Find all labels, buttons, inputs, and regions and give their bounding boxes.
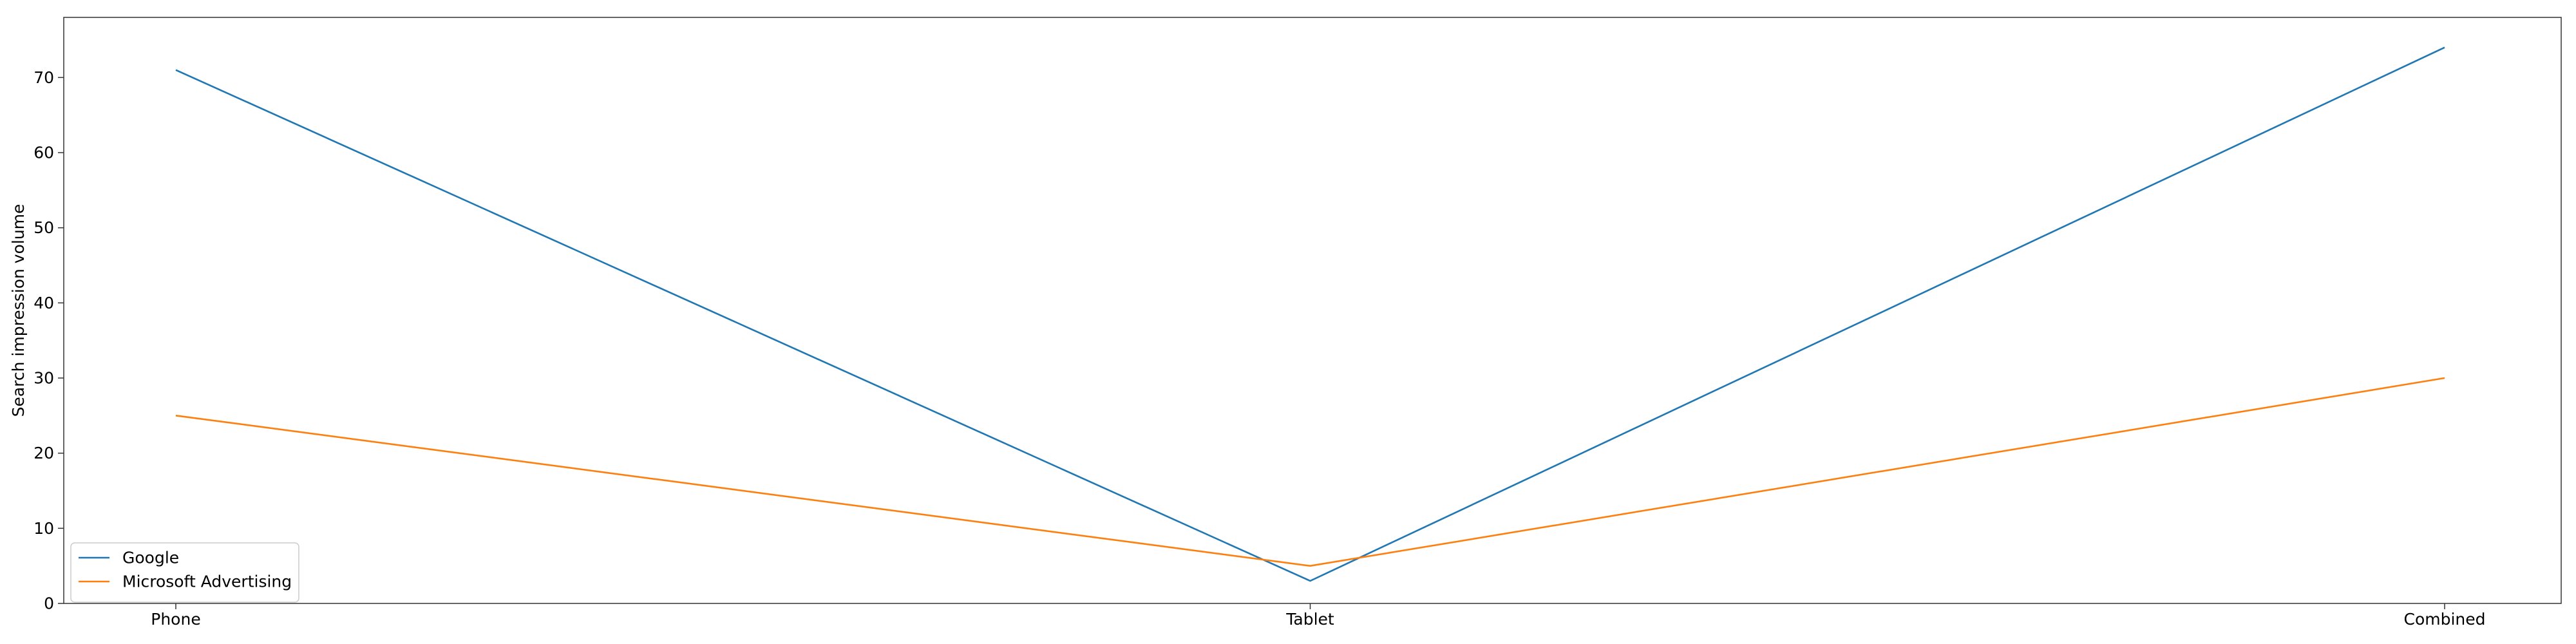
- x-axis: Phone Tablet Combined: [151, 603, 2486, 629]
- y-tick-label: 50: [33, 218, 54, 237]
- series-line: [175, 46, 2445, 582]
- x-tick-label: Phone: [151, 610, 200, 629]
- y-tick-label: 10: [33, 519, 54, 538]
- y-tick-label: 30: [33, 369, 54, 388]
- x-tick-label: Combined: [2403, 610, 2485, 629]
- x-tick-label: Tablet: [1285, 610, 1334, 629]
- legend: Google Microsoft Advertising: [70, 542, 299, 603]
- series-line: [175, 377, 2445, 567]
- y-tick-label: 20: [33, 444, 54, 462]
- y-tick-label: 70: [33, 68, 54, 87]
- plot-area: [63, 17, 2562, 604]
- y-axis-label: Search impression volume: [9, 204, 28, 417]
- y-axis: 0 10 20 30 40 50 60 70: [33, 68, 64, 613]
- y-tick-label: 60: [33, 144, 54, 162]
- legend-label: Microsoft Advertising: [122, 573, 292, 591]
- legend-box: [70, 542, 299, 603]
- y-tick-label: 40: [33, 294, 54, 312]
- y-tick-label: 0: [44, 594, 54, 613]
- series-layer: [175, 46, 2445, 582]
- legend-label: Google: [122, 549, 179, 567]
